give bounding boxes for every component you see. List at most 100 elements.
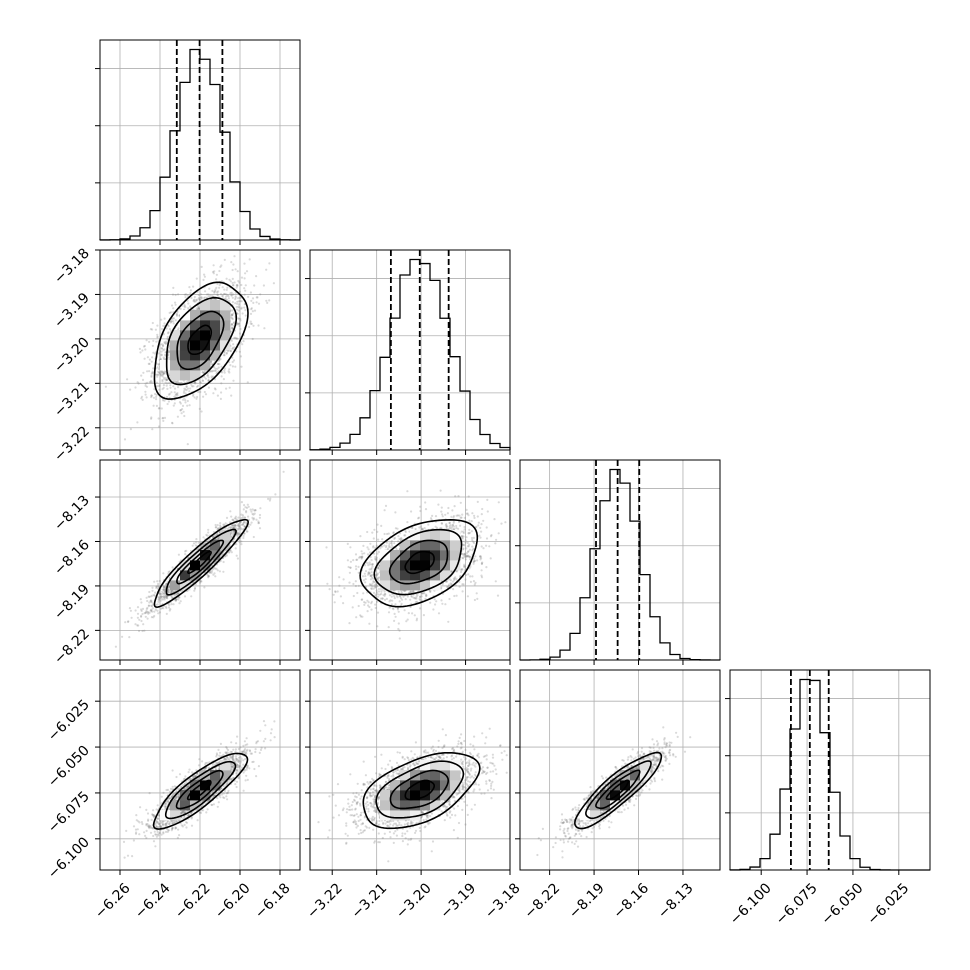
density-cell bbox=[450, 770, 461, 781]
histogram-step-1 bbox=[309, 258, 511, 451]
density-cell bbox=[200, 330, 211, 341]
density-cell bbox=[410, 790, 421, 801]
contour-line bbox=[595, 769, 641, 810]
density-cell bbox=[220, 310, 231, 321]
density-cell bbox=[400, 770, 411, 781]
density-cell bbox=[220, 320, 231, 331]
contour-line bbox=[187, 324, 213, 356]
y-tick-label: −3.19 bbox=[51, 290, 93, 332]
density-cell bbox=[390, 780, 401, 791]
density-cell bbox=[380, 790, 391, 801]
y-tick-label: −6.025 bbox=[45, 697, 93, 745]
density-cell bbox=[170, 340, 181, 351]
density-cell bbox=[440, 550, 451, 561]
y-tick-label: −6.050 bbox=[45, 743, 93, 791]
density-cell bbox=[430, 540, 441, 551]
density-cell bbox=[380, 560, 391, 571]
panel-frame bbox=[729, 669, 931, 871]
density-cell bbox=[170, 370, 181, 381]
density-cell bbox=[180, 800, 191, 811]
y-tick-label: −6.075 bbox=[45, 788, 93, 836]
panel-frame bbox=[309, 249, 511, 451]
contour-line bbox=[175, 769, 224, 810]
density-cell bbox=[170, 350, 181, 361]
panel-frame bbox=[309, 459, 511, 661]
density-cell bbox=[390, 550, 401, 561]
density-cell bbox=[380, 800, 391, 811]
density-cell bbox=[410, 530, 421, 541]
density-cell bbox=[390, 800, 401, 811]
x-tick-label: −6.050 bbox=[819, 880, 867, 928]
density-cell bbox=[220, 300, 231, 311]
contour-line bbox=[176, 539, 225, 585]
contour-line bbox=[574, 751, 663, 830]
density-cell bbox=[620, 790, 631, 801]
density-cell bbox=[430, 790, 441, 801]
density-cell bbox=[170, 360, 181, 371]
density-cell bbox=[180, 570, 191, 581]
density-cell bbox=[200, 340, 211, 351]
contour-line bbox=[389, 769, 450, 810]
density-cell bbox=[220, 760, 231, 771]
scatter-panel-3-0 bbox=[95, 669, 301, 875]
density-cell bbox=[200, 780, 211, 791]
density-cell bbox=[390, 570, 401, 581]
x-tick-label: −6.075 bbox=[773, 880, 821, 928]
scatter-panel-3-1 bbox=[305, 669, 511, 875]
histogram-step-3 bbox=[729, 678, 930, 871]
density-cell bbox=[170, 580, 181, 591]
density-cell bbox=[440, 790, 451, 801]
density-cell bbox=[590, 810, 601, 821]
x-tick-label: −8.22 bbox=[522, 880, 564, 922]
density-cell bbox=[420, 560, 431, 571]
density-cell bbox=[180, 320, 191, 331]
contour-line bbox=[388, 539, 449, 585]
histogram-step-2 bbox=[519, 468, 721, 661]
contour-line bbox=[404, 779, 436, 801]
density-cell bbox=[220, 770, 231, 781]
scatter-panel-2-0 bbox=[95, 459, 301, 665]
density-cell bbox=[440, 780, 451, 791]
panel-frame bbox=[519, 459, 721, 661]
density-cell bbox=[400, 800, 411, 811]
density-cell bbox=[410, 780, 421, 791]
density-cell bbox=[200, 300, 211, 311]
x-tick-label: −6.26 bbox=[92, 880, 134, 922]
density-cell bbox=[400, 810, 411, 821]
density-cell bbox=[420, 570, 431, 581]
density-cell bbox=[410, 800, 421, 811]
density-cell bbox=[190, 790, 201, 801]
density-cell bbox=[620, 770, 631, 781]
density-cell bbox=[620, 780, 631, 791]
contour-line bbox=[153, 518, 249, 608]
density-cell bbox=[430, 530, 441, 541]
y-tick-label: −3.18 bbox=[51, 246, 93, 288]
contour-line bbox=[404, 550, 435, 575]
density-cell bbox=[400, 780, 411, 791]
contour-line bbox=[585, 760, 652, 820]
x-tick-label: −6.18 bbox=[252, 880, 294, 922]
hist-panel-0 bbox=[95, 39, 301, 245]
density-cell bbox=[200, 360, 211, 371]
density-cell bbox=[180, 350, 191, 361]
density-cell bbox=[390, 790, 401, 801]
density-cell bbox=[210, 310, 221, 321]
density-cell bbox=[440, 530, 451, 541]
density-cell bbox=[220, 530, 231, 541]
density-cell bbox=[210, 300, 221, 311]
density-cell bbox=[390, 560, 401, 571]
density-cell bbox=[430, 550, 441, 561]
density-cell bbox=[220, 340, 231, 351]
density-cell bbox=[450, 540, 461, 551]
density-cell bbox=[220, 330, 231, 341]
density-cell bbox=[170, 330, 181, 341]
contour-line bbox=[375, 760, 465, 819]
density-cell bbox=[420, 540, 431, 551]
density-cell bbox=[160, 360, 171, 371]
density-cell bbox=[390, 810, 401, 821]
x-tick-label: −6.20 bbox=[212, 880, 254, 922]
density-cell bbox=[190, 560, 201, 571]
y-tick-label: −8.19 bbox=[51, 581, 93, 623]
density-cell bbox=[430, 560, 441, 571]
x-tick-label: −6.22 bbox=[172, 880, 214, 922]
